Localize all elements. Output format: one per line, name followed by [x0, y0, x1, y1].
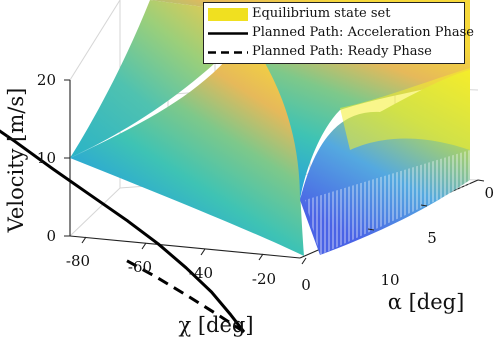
y-tick-10: 10: [380, 271, 399, 289]
z-tick-0: 0: [46, 227, 56, 245]
legend-item-acceleration: Planned Path: Acceleration Phase: [204, 24, 474, 43]
z-axis-label: Velocity [m/s]: [4, 88, 28, 234]
y-tick-0: 0: [484, 184, 494, 202]
x-tick-labels: -80 -60 -40 -20 0: [66, 252, 311, 294]
legend-label-acceleration: Planned Path: Acceleration Phase: [252, 25, 474, 40]
z-tick-labels: 0 10 20: [37, 71, 56, 245]
axes-front: [64, 79, 485, 265]
legend: Equilibrium state set Planned Path: Acce…: [203, 2, 474, 64]
z-tick-10: 10: [37, 149, 56, 167]
surface-main-sheet: [70, 8, 304, 256]
legend-label-equilibrium: Equilibrium state set: [252, 6, 391, 21]
z-tick-20: 20: [37, 71, 56, 89]
legend-item-equilibrium: Equilibrium state set: [204, 5, 464, 24]
y-tick-5: 5: [427, 229, 437, 247]
x-tick-m60: -60: [128, 258, 152, 276]
legend-line-solid: [208, 32, 248, 35]
x-tick-m40: -40: [189, 264, 213, 282]
planned-paths: [0, 129, 246, 334]
surface-yellow-rim: [340, 68, 470, 150]
y-axis-label: α [deg]: [388, 290, 465, 314]
legend-item-ready: Planned Path: Ready Phase: [204, 43, 464, 62]
legend-label-ready: Planned Path: Ready Phase: [252, 44, 432, 59]
surface-fringe: [305, 150, 470, 255]
x-tick-0: 0: [301, 276, 311, 294]
path-acceleration-phase: [0, 129, 246, 333]
path-ready-phase: [121, 256, 245, 334]
x-tick-m80: -80: [66, 252, 90, 270]
legend-line-dashed: [208, 51, 248, 54]
y-tick-labels: 0 5 10: [380, 184, 494, 289]
x-axis-label: χ [deg]: [178, 313, 253, 337]
legend-patch-yellow: [208, 8, 248, 21]
x-tick-m20: -20: [252, 270, 276, 288]
